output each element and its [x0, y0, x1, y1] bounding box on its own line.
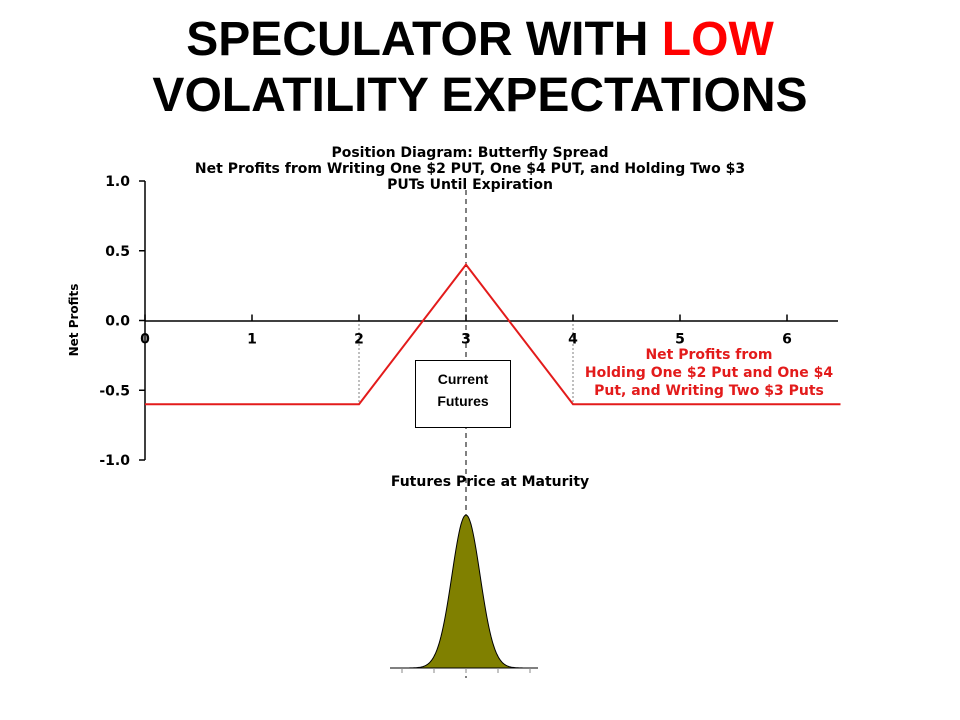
chart-title-line-2: Net Profits from Writing One $2 PUT, One…	[195, 161, 745, 177]
slide-title-line-2: VOLATILITY EXPECTATIONS	[152, 69, 808, 122]
y-tick-label: 1.0	[105, 174, 130, 190]
series-label-line-2: Holding One $2 Put and One $4	[585, 365, 833, 381]
annotation-line-1: Current	[437, 371, 489, 387]
x-tick-label: 5	[675, 332, 685, 348]
slide-title-highlight: LOW	[661, 13, 774, 66]
x-tick-label: 6	[782, 332, 792, 348]
series-lines	[145, 263, 841, 406]
series-label-line-3: Put, and Writing Two $3 Puts	[594, 383, 824, 399]
current-futures-annotation: Current Futures	[415, 360, 511, 428]
y-tick-label: -0.5	[99, 383, 130, 399]
y-tick-label: 0.0	[105, 314, 130, 330]
distribution-plot	[390, 514, 538, 673]
chart-title-line-3: PUTs Until Expiration	[387, 177, 553, 193]
x-tick-label: 2	[354, 332, 364, 348]
chart-title-line-1: Position Diagram: Butterfly Spread	[331, 145, 608, 161]
y-tick-label: -1.0	[99, 453, 130, 469]
distribution-area	[394, 514, 538, 669]
x-tick-label: 0	[140, 332, 150, 348]
x-tick-label: 4	[568, 332, 578, 348]
series-label-line-1: Net Profits from	[645, 347, 772, 363]
y-tick-label: 0.5	[105, 244, 130, 260]
x-tick-label: 3	[461, 332, 471, 348]
slide-title: SPECULATOR WITH LOW VOLATILITY EXPECTATI…	[0, 12, 960, 124]
y-ticks: 1.0 0.5 0.0 -0.5 -1.0	[99, 174, 145, 469]
x-axis-label: Futures Price at Maturity	[391, 474, 589, 490]
y-axis-label: Net Profits	[67, 284, 81, 357]
slide-title-line-1: SPECULATOR WITH LOW	[0, 12, 960, 68]
slide-title-part-1: SPECULATOR WITH	[186, 13, 662, 66]
butterfly-profit-line	[145, 263, 841, 406]
x-ticks: 0 1 2 3 4 5 6	[140, 314, 792, 348]
annotation-line-2: Futures	[437, 393, 489, 409]
x-tick-label: 1	[247, 332, 257, 348]
